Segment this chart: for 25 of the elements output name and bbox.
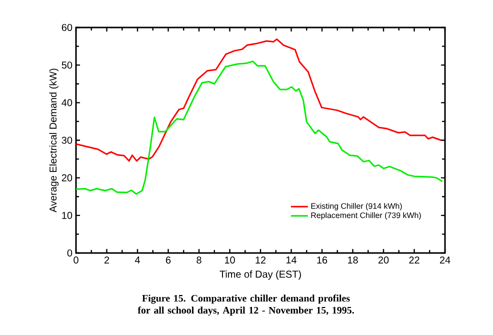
x-axis-title: Time of Day (EST) [220, 270, 301, 280]
x-tick-label: 14 [286, 256, 296, 264]
y-tick-label: 10 [62, 212, 72, 219]
y-tick-label: 0 [67, 249, 72, 257]
y-tick-label: 60 [62, 24, 72, 32]
line-series [76, 60, 444, 195]
y-tick-label: 40 [62, 99, 72, 106]
y-tick-label: 50 [62, 62, 72, 69]
line-series [76, 38, 442, 162]
x-tick-label: 10 [224, 256, 235, 264]
x-tick-label: 2 [104, 256, 110, 264]
x-tick-label: 22 [409, 256, 420, 264]
y-tick-label: 30 [62, 136, 72, 144]
x-tick-label: 12 [256, 256, 266, 264]
x-tick-label: 6 [166, 256, 171, 264]
x-tick-label: 8 [196, 256, 202, 264]
caption: Figure 15. Comparative chiller demand profiles for all school days, April 12 - November 15, 1995. [138, 294, 354, 316]
y-axis-title: Average Electrical Demand (kW) [49, 68, 59, 212]
x-tick-label: 16 [317, 256, 328, 264]
y-tick-label: 20 [62, 174, 72, 182]
x-tick-label: 20 [378, 256, 389, 264]
x-tick-label: 0 [74, 256, 78, 264]
x-tick-label: 18 [348, 256, 358, 264]
x-tick-label: 24 [440, 256, 450, 264]
x-tick-label: 4 [134, 256, 140, 264]
